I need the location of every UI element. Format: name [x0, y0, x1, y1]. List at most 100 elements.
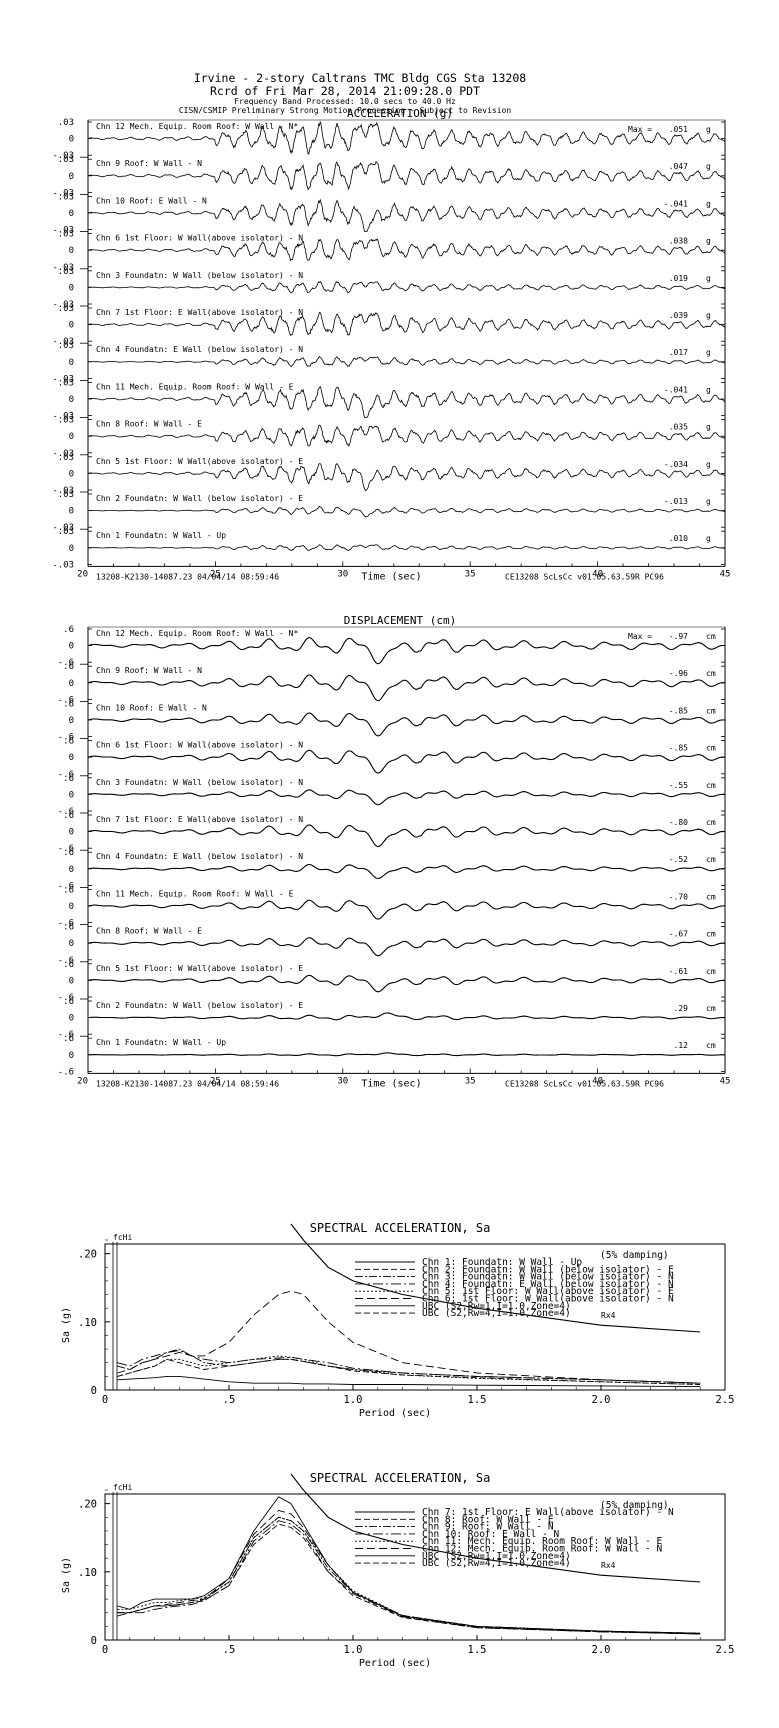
max-unit: g — [706, 237, 711, 246]
trace — [88, 311, 726, 336]
y-tick-label: 0 — [69, 642, 74, 652]
y-tick-label: -.03 — [52, 300, 74, 310]
max-unit: cm — [706, 669, 716, 678]
ubc-curve — [290, 1473, 701, 1583]
max-value: -.041 — [664, 199, 688, 208]
trace — [87, 937, 726, 957]
y-tick-label: -.6 — [58, 956, 74, 966]
y-tick-label: 0 — [91, 1385, 97, 1397]
y-tick-label: 0 — [69, 939, 74, 949]
y-tick-label: 0 — [69, 716, 74, 726]
spectrum-series — [117, 1358, 701, 1385]
spectrum-series — [117, 1520, 701, 1635]
legend-entry: Chn 3: Foundatn: W Wall (below isolator)… — [422, 1272, 674, 1283]
plot-frame — [104, 1493, 726, 1641]
channel-label: Chn 2 Foundatn: W Wall (below isolator) … — [96, 494, 303, 503]
max-unit: cm — [706, 855, 716, 864]
y-tick-label: .03 — [58, 155, 74, 165]
y-tick-label: .6 — [63, 960, 74, 970]
x-tick-label: 1.5 — [468, 1394, 487, 1406]
max-prefix: Max = — [628, 125, 652, 134]
y-tick-label: .6 — [63, 885, 74, 895]
spectrum-series — [117, 1348, 701, 1384]
x-axis-title: Time (sec) — [361, 1078, 421, 1089]
y-tick-label: .03 — [58, 341, 74, 351]
max-value: .039 — [669, 311, 688, 320]
footer-left: 13208-K2130-14087.23 04/04/14 08:59:46 — [96, 572, 279, 581]
y-tick-label: .03 — [58, 118, 74, 128]
max-unit: g — [706, 348, 711, 357]
legend-entry: Chn 2: Foundatn: W Wall (below isolator)… — [422, 1264, 674, 1275]
channel-label: Chn 5 1st Floor: W Wall(above isolator) … — [96, 964, 303, 973]
spectrum-series — [117, 1290, 701, 1384]
rx-label: Rx4 — [601, 1561, 616, 1570]
x-tick-label: 40 — [592, 569, 603, 579]
trace — [87, 899, 726, 920]
trace — [88, 424, 726, 447]
max-value: -.85 — [669, 706, 688, 715]
y-tick-label: 0 — [69, 976, 74, 986]
channel-label: Chn 11 Mech. Equip. Room Roof: W Wall - … — [96, 889, 294, 898]
channel-label: Chn 7 1st Floor: E Wall(above isolator) … — [96, 308, 303, 317]
channel-label: Chn 7 1st Floor: E Wall(above isolator) … — [96, 815, 303, 824]
max-value: .035 — [669, 423, 688, 432]
y-tick-label: -.03 — [52, 449, 74, 459]
spectral-plot-1: SPECTRAL ACCELERATION, Sa fcHi .20 .10 0 Sa (… — [61, 1221, 734, 1419]
y-tick-label: 0 — [69, 828, 74, 838]
legend-entry: Chn 9: Roof: W Wall - N — [422, 1522, 554, 1533]
fchi-label: fcHi — [113, 1483, 132, 1492]
footer-right: CE13208 ScLsCc v01.05.63.59R PC96 — [505, 1079, 664, 1088]
header-line3: Frequency Band Processed: 10.0 secs to 4… — [234, 97, 456, 106]
y-tick-label: .03 — [58, 192, 74, 202]
channel-label: Chn 8 Roof: W Wall - E — [96, 420, 202, 429]
spectrum-series — [117, 1375, 701, 1388]
legend-entry: UBC (S2,Rw=4,I=1.0,Zone=4) — [422, 1558, 571, 1569]
trace — [87, 789, 726, 806]
max-value: .019 — [669, 274, 688, 283]
y-tick-label: -.6 — [58, 1067, 74, 1077]
y-tick-label: 0 — [69, 544, 74, 554]
max-unit: g — [706, 460, 711, 469]
channel-label: Chn 11 Mech. Equip. Room Roof: W Wall - … — [96, 382, 294, 391]
channel-label: Chn 12 Mech. Equip. Room Roof: W Wall - … — [96, 629, 298, 638]
y-tick-label: .03 — [58, 453, 74, 463]
y-tick-label: .03 — [58, 304, 74, 314]
max-value: -.70 — [669, 892, 688, 901]
x-tick-label: 45 — [720, 569, 731, 579]
y-tick-label: -.6 — [58, 881, 74, 891]
plot-frame — [104, 1243, 726, 1391]
channel-label: Chn 9 Roof: W Wall - N — [96, 666, 202, 675]
legend-entry: Chn 7: 1st Floor: E Wall(above isolator)… — [422, 1507, 674, 1518]
y-tick-label: 0 — [69, 358, 74, 368]
max-unit: cm — [706, 1004, 716, 1013]
rx-label: Rx4 — [601, 1311, 616, 1320]
max-value: -.041 — [664, 385, 688, 394]
max-prefix: Max = — [628, 632, 652, 641]
trace — [88, 544, 726, 552]
y-tick-label: -.03 — [52, 337, 74, 347]
y-tick-label: .10 — [78, 1567, 97, 1579]
x-tick-label: 25 — [210, 569, 221, 579]
trace — [87, 863, 726, 880]
x-tick-label: 2.5 — [716, 1644, 735, 1656]
x-tick-label: 0 — [102, 1644, 108, 1656]
x-tick-label: .5 — [223, 1644, 236, 1656]
x-tick-label: 20 — [77, 569, 88, 579]
legend-entry: Chn 11: Mech. Equip. Room Roof: W Wall -… — [422, 1536, 662, 1547]
max-value: -.013 — [664, 497, 688, 506]
legend-entry: UBC (S2,Rw=4,I=1.0,Zone=4) — [422, 1308, 571, 1319]
channel-label: Chn 9 Roof: W Wall - N — [96, 159, 202, 168]
trace — [87, 1012, 725, 1021]
y-tick-label: .6 — [63, 997, 74, 1007]
y-tick-label: -.03 — [52, 412, 74, 422]
max-unit: cm — [706, 632, 716, 641]
y-tick-label: .20 — [78, 1499, 97, 1511]
spectrum-series — [117, 1509, 701, 1634]
y-tick-label: .6 — [63, 774, 74, 784]
header-line4: CISN/CSMIP Preliminary Strong Motion Pro… — [179, 106, 512, 115]
y-tick-label: .03 — [58, 230, 74, 240]
footer-left: 13208-K2130-14087.23 04/04/14 08:59:46 — [96, 1079, 279, 1088]
max-unit: cm — [706, 706, 716, 715]
y-tick-label: -.6 — [58, 993, 74, 1003]
header-line2: Rcrd of Fri Mar 28, 2014 21:09:28.0 PDT — [210, 84, 480, 98]
